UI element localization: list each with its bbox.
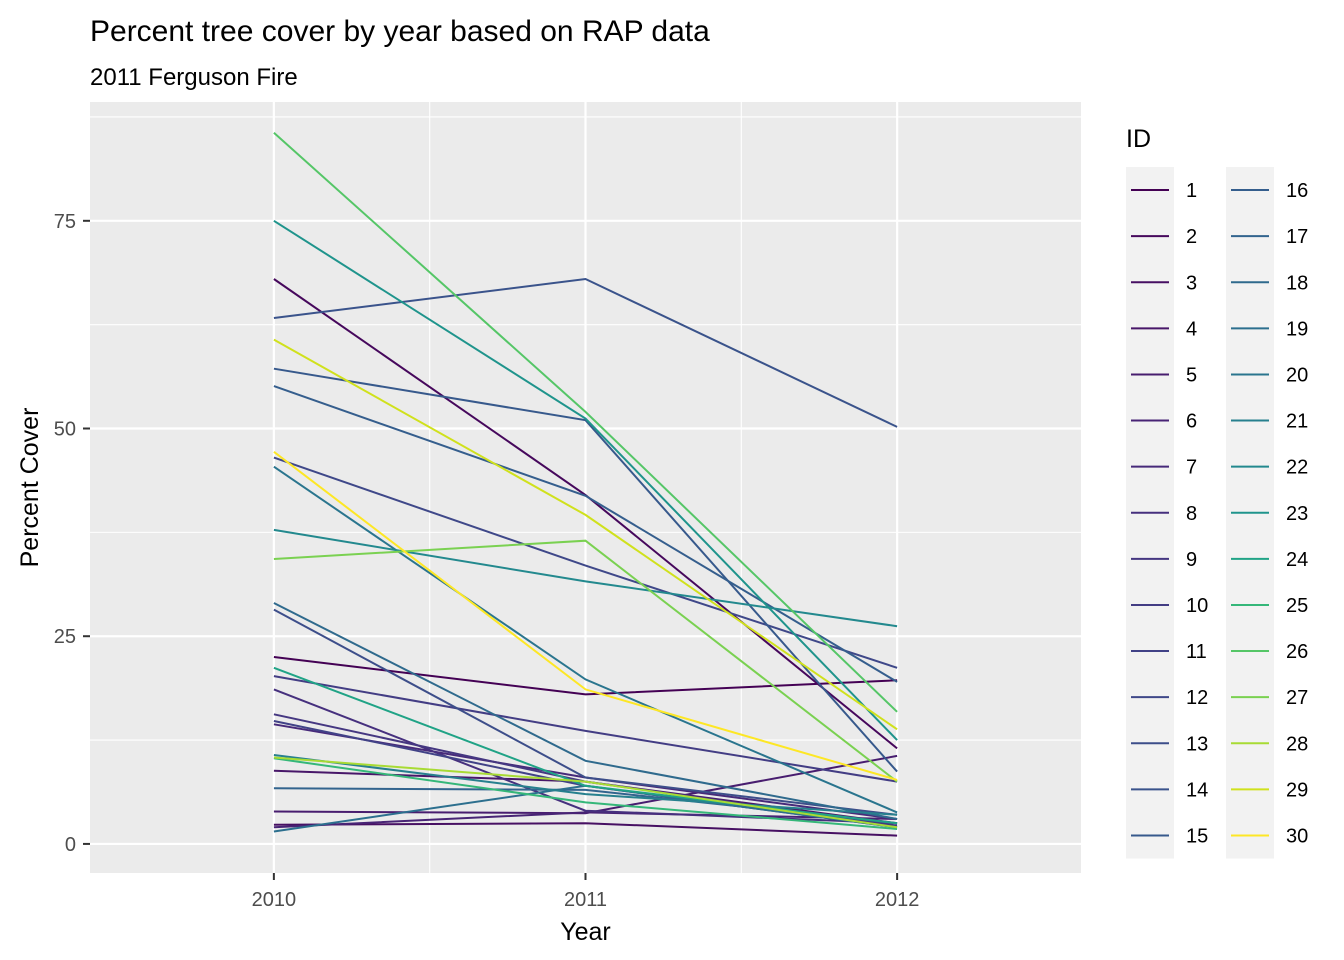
legend-label-13: 13 [1186,733,1208,755]
legend-label-5: 5 [1186,364,1197,386]
legend-label-26: 26 [1286,641,1308,663]
legend-label-20: 20 [1286,364,1308,386]
series-line-20 [273,465,898,814]
legend-label-10: 10 [1186,595,1208,617]
legend: 1234567891011121314151617181920212223242… [1126,167,1308,859]
legend-label-7: 7 [1186,457,1197,479]
legend-label-15: 15 [1186,825,1208,847]
series-line-18 [273,602,898,820]
series-line-6 [273,811,898,829]
chart-title: Percent tree cover by year based on RAP … [90,15,710,48]
x-tick-label: 2012 [875,889,920,911]
y-tick-label: 0 [65,834,76,856]
series-line-24 [273,666,898,825]
legend-label-24: 24 [1286,549,1308,571]
series-line-27 [273,539,898,783]
series-line-1 [273,656,898,696]
legend-label-9: 9 [1186,549,1197,571]
series-line-26 [273,131,898,713]
series-line-21 [273,754,898,816]
major-grid [90,102,1081,873]
x-tick-label: 2011 [564,889,607,911]
series-line-23 [273,219,898,741]
legend-label-11: 11 [1186,641,1207,663]
legend-label-22: 22 [1286,457,1308,479]
legend-label-18: 18 [1286,272,1308,294]
legend-label-3: 3 [1186,272,1197,294]
y-tick-label: 75 [54,211,76,233]
y-axis-label: Percent Cover [16,408,44,568]
y-tick-label: 25 [54,626,76,648]
x-axis-label: Year [560,918,611,946]
series-line-10 [273,675,898,783]
series-line-3 [273,822,898,837]
series-line-28 [273,756,898,829]
legend-label-28: 28 [1286,733,1308,755]
series-lines [273,131,898,837]
legend-label-8: 8 [1186,503,1197,525]
legend-label-30: 30 [1286,825,1308,847]
series-line-14 [273,277,898,428]
series-line-16 [273,385,898,683]
legend-label-16: 16 [1286,180,1308,202]
series-line-8 [273,688,898,825]
y-tick-label: 50 [54,419,76,441]
legend-label-14: 14 [1186,779,1208,801]
y-axis: 0 25 50 75 [54,211,90,856]
legend-label-12: 12 [1186,687,1208,709]
legend-label-29: 29 [1286,779,1308,801]
legend-label-25: 25 [1286,595,1308,617]
series-line-15 [273,367,898,773]
x-tick-label: 2010 [252,889,297,911]
legend-label-23: 23 [1286,503,1308,525]
series-line-29 [273,338,898,731]
legend-title: ID [1126,125,1151,153]
series-line-30 [273,451,898,781]
legend-label-1: 1 [1186,180,1197,202]
series-line-13 [273,608,898,816]
legend-label-19: 19 [1286,318,1308,340]
legend-label-6: 6 [1186,411,1197,433]
chart-subtitle: 2011 Ferguson Fire [90,64,298,91]
legend-label-17: 17 [1286,226,1308,248]
legend-label-2: 2 [1186,226,1197,248]
legend-label-27: 27 [1286,687,1308,709]
series-line-25 [273,757,898,830]
x-axis: 2010 2011 2012 [252,873,920,911]
legend-label-21: 21 [1286,411,1308,433]
legend-label-4: 4 [1186,318,1197,340]
